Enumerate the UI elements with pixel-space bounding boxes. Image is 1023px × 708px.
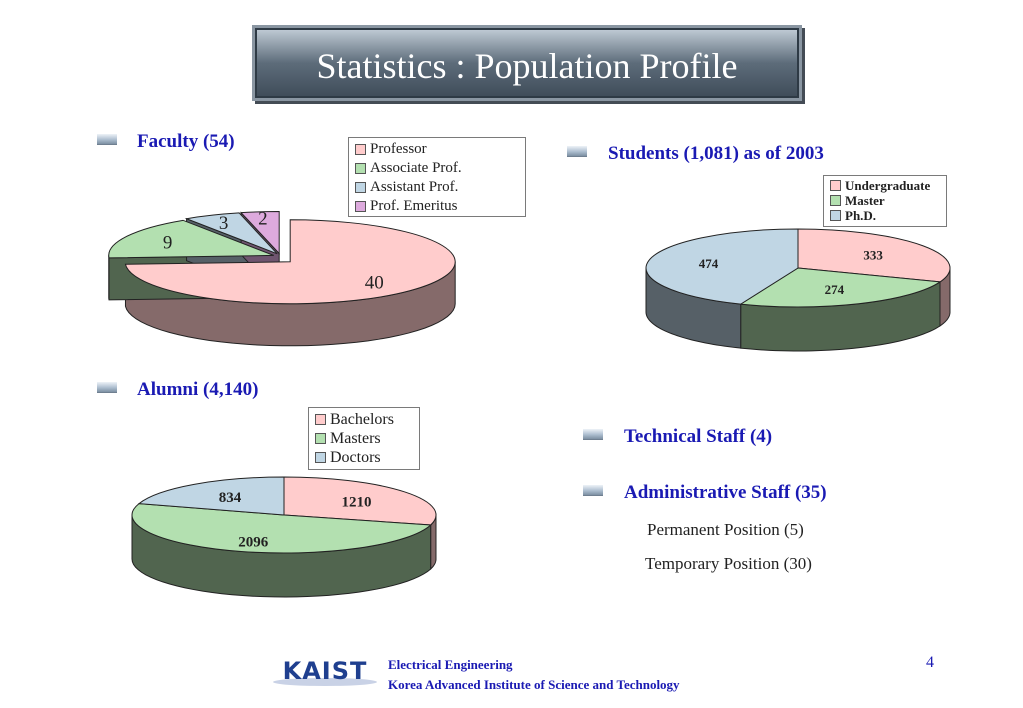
pie-slice-associate-prof- xyxy=(108,219,274,259)
pie-slice-ph-d- xyxy=(645,228,799,305)
legend-swatch xyxy=(355,163,366,174)
pie-slice-undergraduate xyxy=(797,228,951,283)
pie-data-label: 40 xyxy=(365,273,384,294)
legend-swatch xyxy=(315,414,326,425)
pie-data-label: 9 xyxy=(163,233,173,254)
pie-slice-prof-emeritus xyxy=(240,211,280,255)
pie-slice-assistant-prof- xyxy=(184,212,278,255)
legend-entry: Assistant Prof. xyxy=(355,178,519,197)
pie-slice-professor xyxy=(124,219,456,305)
pie-slice-bachelors xyxy=(283,476,437,526)
pie-data-label: 274 xyxy=(825,282,845,297)
pie-slice-doctors xyxy=(137,476,285,516)
legend-entry: Masters xyxy=(315,429,413,448)
legend-entry: Prof. Emeritus xyxy=(355,197,519,216)
pie-data-label: 834 xyxy=(219,490,242,506)
admin-temporary-text: Temporary Position (30) xyxy=(645,554,812,573)
pie-data-label: 3 xyxy=(219,213,229,234)
legend-swatch xyxy=(830,210,841,221)
alumni-heading: Alumni (4,140) xyxy=(137,379,259,400)
legend-entry: Ph.D. xyxy=(830,208,940,223)
faculty-legend: Professor Associate Prof. Assistant Prof. P… xyxy=(348,137,526,217)
page-title: Statistics : Population Profile xyxy=(316,46,738,86)
page-number: 4 xyxy=(926,654,934,671)
legend-label: Ph.D. xyxy=(845,208,877,223)
title-banner: Statistics : Population Profile xyxy=(252,25,802,101)
legend-swatch xyxy=(355,144,366,155)
students-heading: Students (1,081) as of 2003 xyxy=(608,143,824,164)
pie-data-label: 2096 xyxy=(238,535,269,551)
legend-entry: Professor xyxy=(355,140,519,159)
kaist-logo: KAIST xyxy=(273,657,377,686)
pie-slice-master xyxy=(739,267,942,308)
technical-staff-heading: Technical Staff (4) xyxy=(624,426,773,447)
legend-label: Bachelors xyxy=(330,411,394,428)
pie-data-label: 1210 xyxy=(341,494,371,510)
students-legend: Undergraduate Master Ph.D. xyxy=(823,175,947,227)
footer-institute: Korea Advanced Institute of Science and … xyxy=(388,677,680,692)
logo-text: KAIST xyxy=(283,657,368,685)
legend-entry: Master xyxy=(830,193,940,208)
legend-entry: Doctors xyxy=(315,448,413,467)
alumni-legend: Bachelors Masters Doctors xyxy=(308,407,420,470)
legend-swatch xyxy=(830,180,841,191)
legend-label: Undergraduate xyxy=(845,178,931,193)
bullet-icon xyxy=(567,146,587,157)
bullet-icon xyxy=(583,429,603,440)
legend-label: Assistant Prof. xyxy=(370,179,459,195)
admin-staff-heading: Administrative Staff (35) xyxy=(624,482,827,503)
legend-swatch xyxy=(355,201,366,212)
legend-label: Prof. Emeritus xyxy=(370,198,458,214)
admin-permanent-text: Permanent Position (5) xyxy=(647,520,804,539)
legend-label: Master xyxy=(845,193,885,208)
legend-label: Doctors xyxy=(330,449,381,466)
legend-entry: Undergraduate xyxy=(830,178,940,193)
bullet-icon xyxy=(97,134,117,145)
pie-data-label: 2 xyxy=(258,209,268,230)
legend-label: Professor xyxy=(370,141,427,157)
legend-swatch xyxy=(830,195,841,206)
pie-slice-masters xyxy=(131,503,432,554)
bullet-icon xyxy=(97,382,117,393)
legend-swatch xyxy=(315,452,326,463)
bullet-icon xyxy=(583,485,603,496)
pie-data-label: 474 xyxy=(699,256,719,271)
legend-entry: Bachelors xyxy=(315,410,413,429)
legend-entry: Associate Prof. xyxy=(355,159,519,178)
legend-swatch xyxy=(315,433,326,444)
pie-data-label: 333 xyxy=(863,247,883,262)
legend-label: Associate Prof. xyxy=(370,160,462,176)
legend-label: Masters xyxy=(330,430,381,447)
faculty-heading: Faculty (54) xyxy=(137,131,235,152)
legend-swatch xyxy=(355,182,366,193)
footer-department: Electrical Engineering xyxy=(388,657,513,672)
